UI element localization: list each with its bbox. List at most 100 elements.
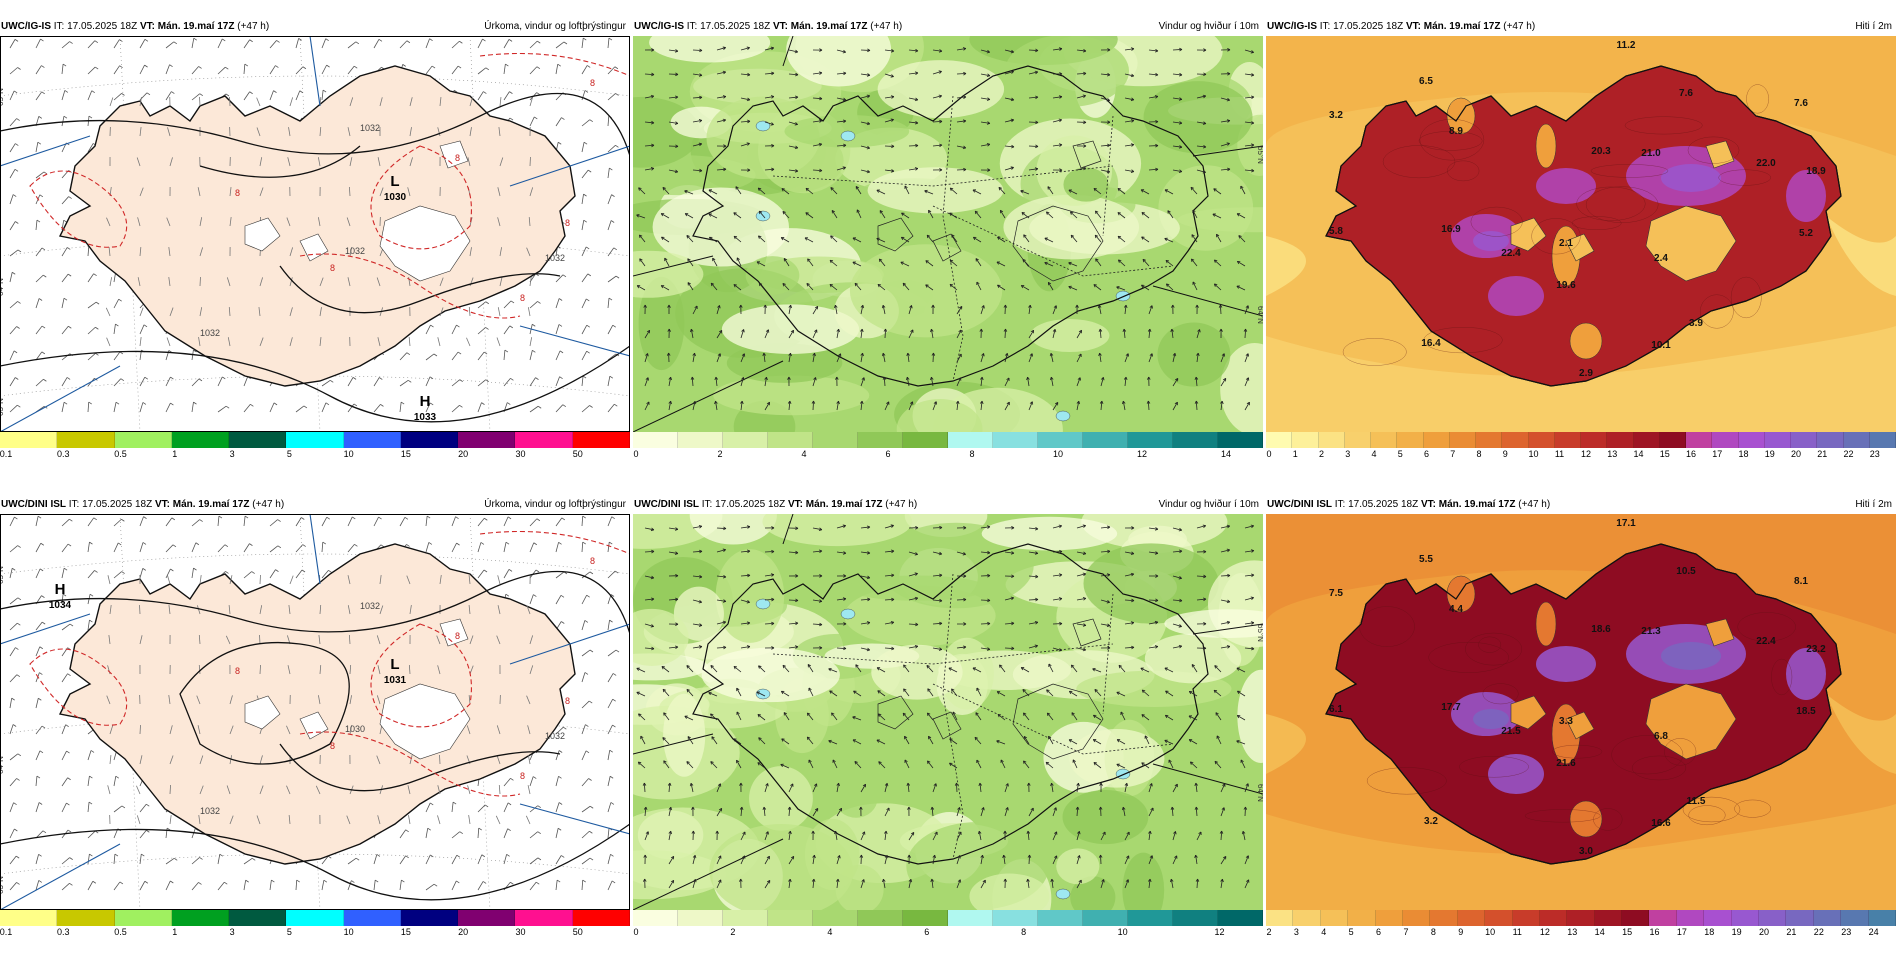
legend-tick-label: 4 <box>827 927 832 937</box>
legend-swatch <box>1765 432 1791 448</box>
temperature-value: 7.6 <box>1679 88 1693 99</box>
legend-swatch <box>1649 910 1676 926</box>
temperature-value: 3.0 <box>1579 846 1593 857</box>
legend-swatch <box>1038 910 1083 926</box>
temperature-value: 18.9 <box>1806 166 1826 177</box>
temperature-value: 2.1 <box>1559 238 1573 249</box>
legend-tick-label: 5 <box>287 449 292 459</box>
legend-tick-label: 2 <box>730 927 735 937</box>
legend-swatch <box>1173 910 1218 926</box>
legend-tick-label: 0.3 <box>57 449 70 459</box>
legend-tick-label: 6 <box>1376 927 1381 937</box>
panel-header: UWC/IG-IS IT: 17.05.2025 18Z VT: Mán. 19… <box>1266 18 1896 36</box>
legend-swatch <box>458 910 515 926</box>
valid-time: VT: Mán. 19.maí 17Z <box>1406 21 1500 32</box>
legend-tick-label: 50 <box>573 927 583 937</box>
panel-title: Úrkoma, vindur og loftþrýstingur <box>484 18 626 36</box>
forecast-panel-p1: UWC/IG-IS IT: 17.05.2025 18Z VT: Mán. 19… <box>0 18 630 482</box>
color-legend <box>0 432 630 448</box>
pressure-center-letter: L <box>390 173 399 190</box>
model-source: UWC/DINI ISL <box>634 499 699 510</box>
legend-tick-label: 21 <box>1786 927 1796 937</box>
forecast-panel-p2: UWC/IG-IS IT: 17.05.2025 18Z VT: Mán. 19… <box>633 18 1263 482</box>
temperature-value: 5.8 <box>1329 226 1343 237</box>
legend-swatch <box>1450 432 1476 448</box>
isobar-label: 1032 <box>360 123 380 133</box>
legend-tick-label: 18 <box>1704 927 1714 937</box>
pressure-center-value: 1034 <box>49 600 72 611</box>
legend-swatch <box>1791 432 1817 448</box>
color-legend <box>0 910 630 926</box>
precip-label: 8 <box>235 188 240 198</box>
legend-swatch <box>573 910 630 926</box>
legend-tick-label: 0 <box>1266 449 1271 459</box>
legend-swatch <box>948 910 993 926</box>
legend-swatch <box>768 910 813 926</box>
legend-swatch <box>115 432 172 448</box>
legend-swatch <box>1376 910 1403 926</box>
temperature-value: 16.4 <box>1421 338 1441 349</box>
legend-tick-label: 2 <box>1266 927 1271 937</box>
legend-swatch <box>0 432 57 448</box>
latitude-label: 65°N <box>1256 146 1263 164</box>
init-time: IT: 17.05.2025 18Z <box>54 21 137 32</box>
legend-swatch <box>344 432 401 448</box>
precip-label: 8 <box>565 696 570 706</box>
legend-swatch <box>678 432 723 448</box>
legend-tick-label: 13 <box>1607 449 1617 459</box>
legend-swatch <box>1870 432 1896 448</box>
legend-swatch <box>1476 432 1502 448</box>
temperature-value: 23.2 <box>1806 644 1826 655</box>
legend-swatch <box>1607 432 1633 448</box>
legend-swatch <box>286 432 343 448</box>
isobar-label: 1032 <box>545 731 565 741</box>
isobar-label: 1032 <box>360 601 380 611</box>
map-canvas[interactable]: 65°N64°N63°N1032103210321032888888L1030H… <box>0 36 630 432</box>
legend-tick-label: 10 <box>1053 449 1063 459</box>
legend-swatch <box>1786 910 1813 926</box>
legend-tick-label: 12 <box>1540 927 1550 937</box>
legend-tick-label: 6 <box>924 927 929 937</box>
legend-tick-label: 6 <box>885 449 890 459</box>
legend-swatch <box>858 910 903 926</box>
legend-tick-label: 5 <box>1349 927 1354 937</box>
legend-tick-label: 22 <box>1843 449 1853 459</box>
color-legend <box>1266 910 1896 926</box>
temperature-value: 18.5 <box>1796 706 1816 717</box>
legend-swatch <box>993 432 1038 448</box>
legend-swatch <box>1502 432 1528 448</box>
precip-label: 8 <box>520 771 525 781</box>
color-legend <box>633 910 1263 926</box>
temperature-value: 3.9 <box>1689 318 1703 329</box>
map-canvas[interactable]: 65°N64°N63°N1032103010321032888888H1034L… <box>0 514 630 910</box>
map-canvas[interactable]: 65°N64°N <box>633 514 1263 910</box>
legend-tick-label: 0 <box>633 449 638 459</box>
valid-time: VT: Mán. 19.maí 17Z <box>155 499 249 510</box>
legend-swatch <box>813 432 858 448</box>
legend-swatch <box>1529 432 1555 448</box>
temperature-value: 3.2 <box>1424 816 1438 827</box>
map-canvas[interactable]: 65°N64°N <box>633 36 1263 432</box>
legend-tick-label: 10 <box>1485 927 1495 937</box>
temperature-value: 6.5 <box>1419 76 1433 87</box>
temperature-value: 8.9 <box>1449 126 1463 137</box>
legend-swatch <box>993 910 1038 926</box>
legend-swatch <box>1218 910 1263 926</box>
legend-tick-label: 0.1 <box>0 449 12 459</box>
legend-tick-label: 24 <box>1869 927 1879 937</box>
legend-tick-label: 0.5 <box>114 449 127 459</box>
legend-swatch <box>1293 910 1320 926</box>
forecast-panel-p5: UWC/DINI ISL IT: 17.05.2025 18Z VT: Mán.… <box>633 496 1263 960</box>
legend-swatch <box>1677 910 1704 926</box>
color-legend <box>633 432 1263 448</box>
